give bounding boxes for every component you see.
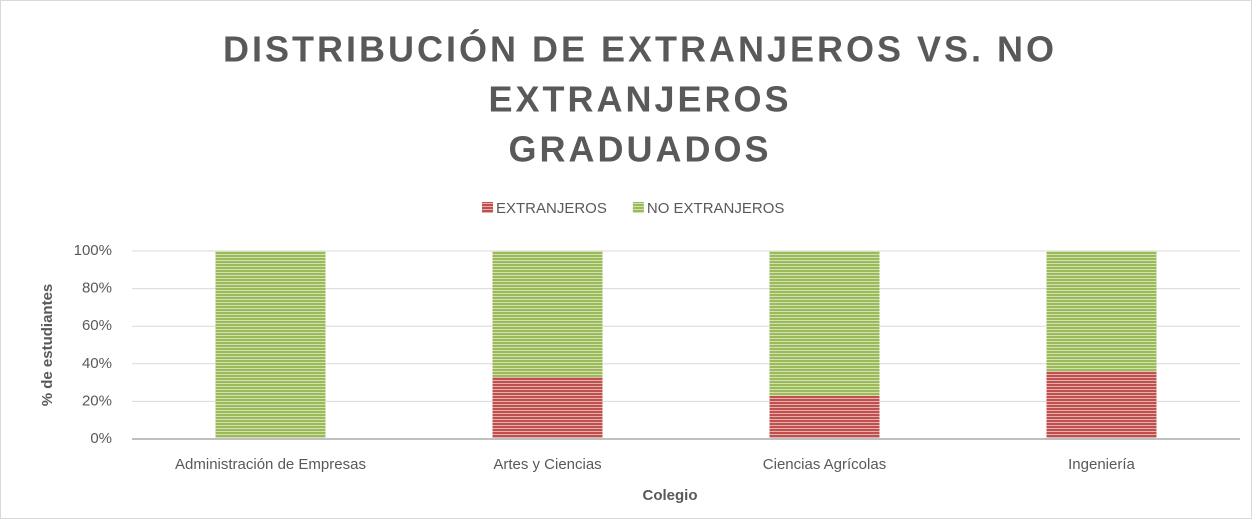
chart-title: EXTRANJEROS <box>488 79 791 120</box>
bar-segment <box>1046 371 1157 439</box>
legend-swatch <box>632 202 644 213</box>
bar-segment <box>492 376 603 439</box>
y-tick-label: 100% <box>74 242 112 259</box>
x-tick-label: Artes y Ciencias <box>493 456 601 473</box>
legend-label: EXTRANJEROS <box>496 200 607 217</box>
bar-segment <box>492 251 603 377</box>
y-tick-label: 0% <box>90 430 112 447</box>
bar-segment <box>769 395 880 439</box>
x-tick-label: Ciencias Agrícolas <box>763 456 886 473</box>
y-axis-title: % de estudiantes <box>39 284 56 407</box>
bar-segment <box>769 251 880 396</box>
y-tick-label: 80% <box>82 280 112 297</box>
y-tick-label: 20% <box>82 392 112 409</box>
bar-segment <box>215 251 326 439</box>
y-tick-label: 60% <box>82 317 112 334</box>
x-tick-label: Ingeniería <box>1068 456 1135 473</box>
chart-title: DISTRIBUCIÓN DE EXTRANJEROS VS. NO <box>223 28 1057 70</box>
bar-segment <box>1046 251 1157 372</box>
legend-label: NO EXTRANJEROS <box>647 200 785 217</box>
legend-swatch <box>482 202 493 213</box>
x-axis-title: Colegio <box>643 487 698 504</box>
y-tick-label: 40% <box>82 355 112 372</box>
chart-title: GRADUADOS <box>508 129 771 170</box>
x-tick-label: Administración de Empresas <box>175 456 366 473</box>
